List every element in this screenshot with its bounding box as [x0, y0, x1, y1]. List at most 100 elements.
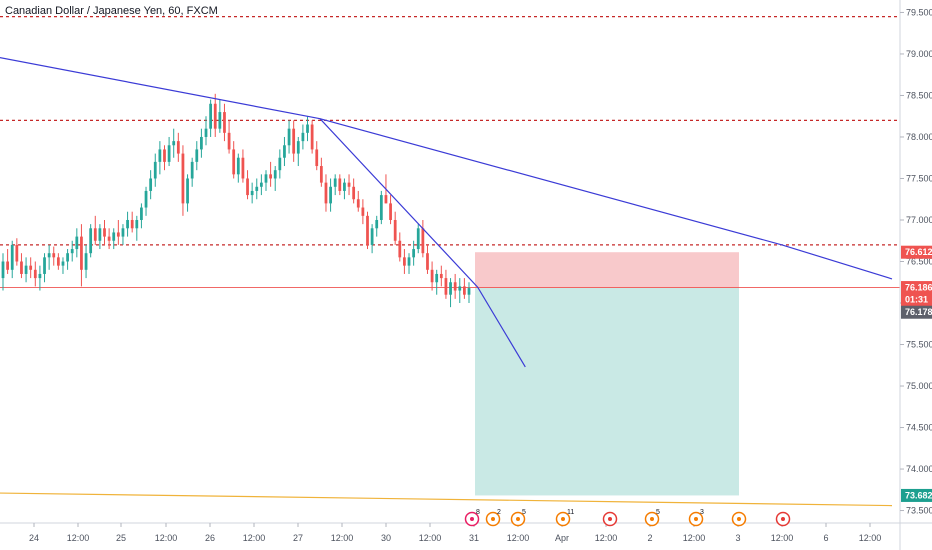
candle-body — [384, 195, 388, 204]
event-count: 2 — [497, 509, 501, 516]
candle-body — [66, 253, 69, 262]
candle-body — [236, 157, 240, 175]
candle-body — [301, 132, 305, 142]
candle-body — [315, 149, 319, 167]
price-tag-label: 76.186 — [905, 283, 932, 293]
candle-body — [246, 178, 249, 196]
candle-body — [264, 174, 268, 183]
candle-body — [1, 261, 5, 279]
price-tag — [901, 245, 932, 259]
candle-body — [449, 282, 452, 295]
candle-body — [389, 203, 392, 220]
candle-body — [273, 170, 277, 179]
y-tick-label: 76.500 — [906, 257, 932, 267]
y-tick-label: 77.500 — [906, 173, 932, 183]
candle-body — [421, 228, 425, 254]
candle-body — [375, 219, 379, 229]
candle-body — [149, 178, 153, 191]
event-marker-dot — [650, 517, 654, 521]
x-tick-label: 12:00 — [243, 533, 266, 543]
candle-body — [29, 265, 33, 270]
candle-body — [398, 240, 402, 258]
candle-body — [412, 249, 416, 258]
x-tick-label: 3 — [735, 533, 740, 543]
candle-body — [209, 103, 213, 129]
candle-body — [407, 257, 411, 266]
candle-body — [93, 228, 97, 241]
y-tick-label: 79.500 — [906, 7, 932, 17]
x-tick-label: 12:00 — [331, 533, 354, 543]
x-tick-label: 12:00 — [155, 533, 178, 543]
candle-body — [352, 186, 356, 200]
candle-body — [310, 124, 314, 150]
candle-body — [259, 182, 263, 187]
y-tick-label: 75.500 — [906, 340, 932, 350]
candle-body — [24, 265, 28, 274]
candle-body — [347, 182, 351, 187]
candle-body — [167, 145, 171, 162]
take-profit-zone — [475, 287, 739, 496]
candle-body — [435, 273, 439, 283]
candle-body — [356, 199, 360, 208]
candle-body — [144, 190, 148, 208]
price-tag — [901, 281, 932, 295]
candle-body — [241, 157, 245, 179]
price-tag — [901, 305, 932, 319]
candle-body — [195, 149, 199, 162]
candle-body — [426, 253, 429, 270]
event-marker-dot — [608, 517, 612, 521]
event-marker-dot — [491, 517, 495, 521]
candle-body — [444, 278, 448, 295]
candle-body — [33, 269, 37, 279]
y-tick-label: 78.500 — [906, 90, 932, 100]
candle-body — [393, 219, 397, 241]
x-tick-label: 12:00 — [771, 533, 794, 543]
y-tick-label: 78.000 — [906, 132, 932, 142]
trendline — [0, 492, 893, 507]
candle-body — [379, 195, 383, 220]
candle-body — [20, 261, 23, 274]
candle-body — [287, 128, 291, 146]
candle-body — [116, 232, 120, 237]
candle-body — [121, 228, 125, 237]
event-marker-dot — [561, 517, 565, 521]
candle-body — [190, 161, 194, 179]
candle-body — [204, 128, 208, 137]
chart-title: Canadian Dollar / Japanese Yen, 60, FXCM — [5, 5, 218, 17]
candle-body — [38, 273, 42, 279]
candle-body — [269, 174, 272, 179]
candle-body — [227, 132, 231, 150]
candle-body — [61, 261, 65, 266]
stop-loss-zone — [475, 252, 739, 288]
candle-body — [338, 178, 342, 191]
x-tick-label: Apr — [555, 533, 569, 543]
price-tag-label: 01:31 — [905, 295, 928, 305]
event-count: 8 — [476, 509, 480, 516]
candle-body — [186, 178, 189, 204]
x-tick-label: 26 — [205, 533, 215, 543]
event-count: 11 — [567, 509, 574, 516]
y-tick-label: 79.000 — [906, 49, 932, 59]
candle-body — [366, 215, 369, 245]
price-tag-label: 73.682 — [905, 490, 932, 500]
candle-body — [283, 145, 286, 158]
candle-body — [153, 161, 157, 179]
x-tick-label: 12:00 — [507, 533, 530, 543]
candle-body — [15, 244, 19, 262]
x-tick-label: 2 — [647, 533, 652, 543]
x-tick-label: 6 — [823, 533, 828, 543]
candle-body — [158, 149, 162, 162]
candle-body — [135, 219, 139, 229]
y-tick-label: 74.000 — [906, 464, 932, 474]
y-tick-label: 75.000 — [906, 381, 932, 391]
candle-body — [218, 112, 222, 129]
event-count: 3 — [700, 509, 704, 516]
x-tick-label: 12:00 — [419, 533, 442, 543]
candle-body — [324, 182, 328, 204]
price-tag-label: 76.612 — [905, 247, 932, 257]
candle-body — [172, 141, 176, 146]
event-marker-dot — [694, 517, 698, 521]
candle-body — [403, 257, 406, 266]
candle-body — [43, 257, 46, 274]
